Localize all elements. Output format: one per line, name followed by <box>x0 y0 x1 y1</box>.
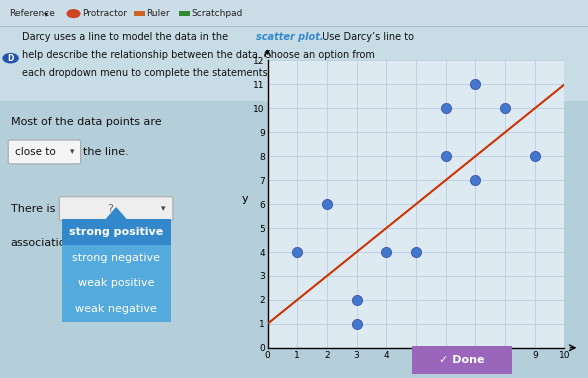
Text: association: association <box>11 238 74 248</box>
Point <box>322 201 332 207</box>
Point <box>352 321 361 327</box>
Text: each dropdown menu to complete the statements.: each dropdown menu to complete the state… <box>22 68 270 78</box>
Bar <box>0 101 588 378</box>
Bar <box>0 0 588 27</box>
Circle shape <box>2 53 19 64</box>
Point <box>470 81 480 87</box>
Text: Use Darcy’s line to: Use Darcy’s line to <box>319 32 414 42</box>
Text: scatter plot.: scatter plot. <box>256 32 323 42</box>
Point <box>352 297 361 303</box>
Bar <box>134 11 145 16</box>
Text: weak positive: weak positive <box>78 278 155 288</box>
Circle shape <box>66 9 81 18</box>
Text: ▾: ▾ <box>44 9 48 18</box>
Point <box>382 249 391 255</box>
Text: Reference: Reference <box>9 9 55 18</box>
FancyBboxPatch shape <box>8 140 81 164</box>
Text: ?: ? <box>108 204 113 214</box>
X-axis label: x: x <box>413 363 419 372</box>
FancyBboxPatch shape <box>59 197 173 221</box>
Text: D: D <box>8 54 14 63</box>
Bar <box>179 11 190 16</box>
Text: strong negative: strong negative <box>72 253 160 263</box>
Text: There is a: There is a <box>11 204 65 214</box>
Text: Darcy uses a line to model the data in the: Darcy uses a line to model the data in t… <box>22 32 231 42</box>
Bar <box>0 26 588 27</box>
Bar <box>62 271 171 296</box>
Text: Ruler: Ruler <box>146 9 169 18</box>
Bar <box>62 296 171 322</box>
Point <box>441 153 450 159</box>
Text: the line.: the line. <box>83 147 129 157</box>
Text: weak negative: weak negative <box>75 304 157 314</box>
Bar <box>62 219 171 245</box>
Bar <box>62 245 171 271</box>
Point <box>470 177 480 183</box>
Point <box>412 249 421 255</box>
Point <box>293 249 302 255</box>
Text: close to: close to <box>15 147 56 157</box>
Text: ✓ Done: ✓ Done <box>439 355 485 365</box>
Text: Protractor: Protractor <box>82 9 128 18</box>
Point <box>441 105 450 112</box>
Point <box>530 153 540 159</box>
Bar <box>0 27 588 101</box>
Text: ▾: ▾ <box>70 147 75 156</box>
Text: Scratchpad: Scratchpad <box>191 9 242 18</box>
Text: Most of the data points are: Most of the data points are <box>11 117 161 127</box>
Text: strong positive: strong positive <box>69 227 163 237</box>
Text: help describe the relationship between the data. Choose an option from: help describe the relationship between t… <box>22 50 375 60</box>
Point <box>500 105 510 112</box>
Text: ▾: ▾ <box>161 204 166 213</box>
FancyBboxPatch shape <box>403 344 520 376</box>
Polygon shape <box>106 207 127 219</box>
Y-axis label: y: y <box>242 194 248 204</box>
